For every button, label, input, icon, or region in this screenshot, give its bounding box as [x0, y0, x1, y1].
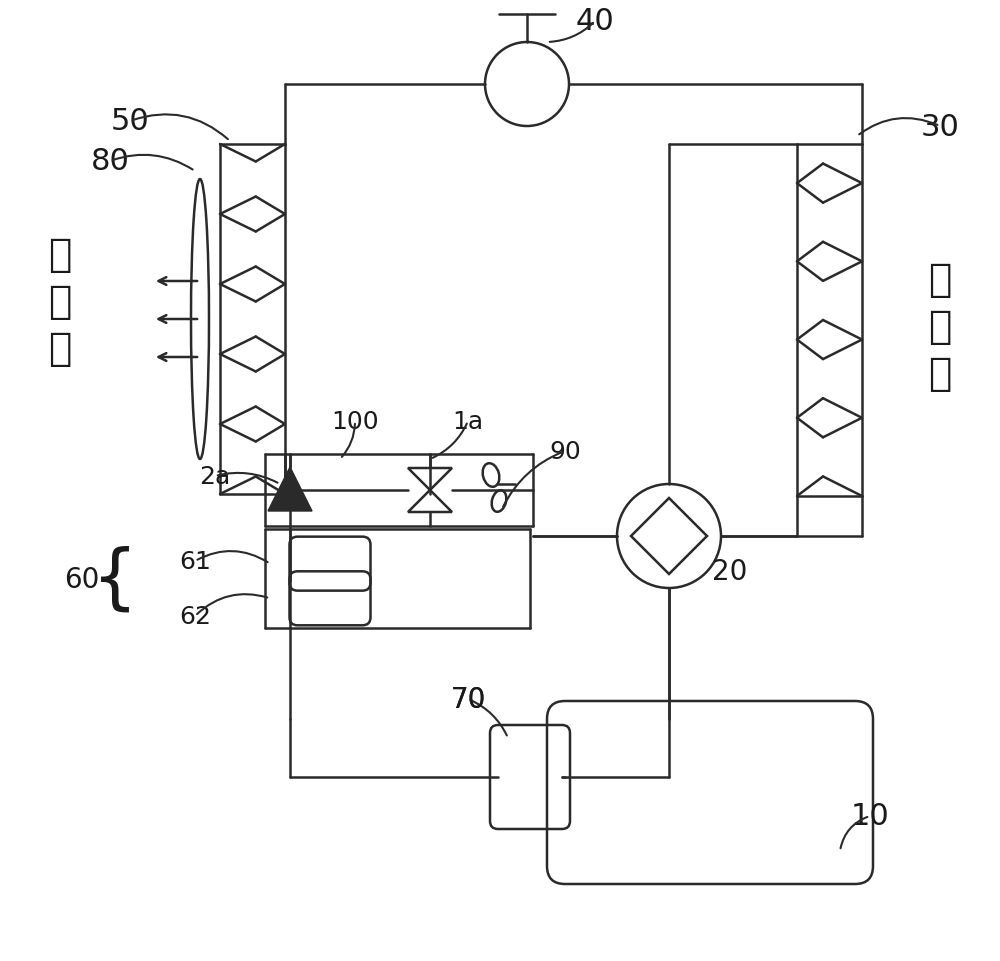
- Text: 61: 61: [179, 550, 211, 574]
- Text: 10: 10: [851, 801, 889, 830]
- Text: 40: 40: [576, 8, 614, 37]
- Text: 100: 100: [331, 409, 379, 433]
- Text: {: {: [92, 545, 138, 614]
- Text: 室
内
侧: 室 内 侧: [48, 235, 72, 368]
- Text: 70: 70: [450, 685, 486, 713]
- Text: 62: 62: [179, 604, 211, 628]
- Text: 80: 80: [91, 147, 129, 176]
- Text: 50: 50: [111, 108, 149, 136]
- Text: 1a: 1a: [452, 409, 484, 433]
- Text: 60: 60: [64, 565, 100, 593]
- Text: 90: 90: [549, 439, 581, 463]
- Text: 2a: 2a: [199, 464, 231, 488]
- Text: 30: 30: [921, 112, 959, 141]
- Text: 70: 70: [450, 685, 486, 713]
- Text: 室
外
侧: 室 外 侧: [928, 260, 952, 393]
- Polygon shape: [268, 467, 312, 511]
- Text: 20: 20: [712, 557, 748, 585]
